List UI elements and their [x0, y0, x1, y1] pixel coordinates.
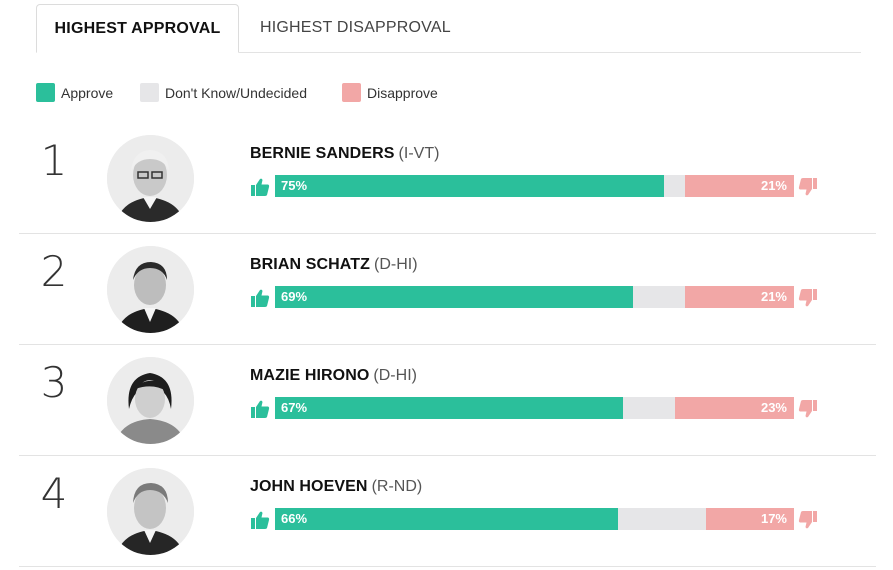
- approval-bar: 69% 21%: [275, 286, 794, 308]
- disapprove-swatch: [342, 83, 361, 102]
- avatar: [107, 357, 194, 444]
- senator-party: (R-ND): [371, 478, 423, 495]
- disapprove-segment: 21%: [685, 286, 794, 308]
- disapprove-percent: 23%: [760, 400, 787, 415]
- senator-row: 2 BRIAN SCHATZ (D-HI) 69% 21%: [19, 233, 876, 345]
- legend-label: Don't Know/Undecided: [165, 85, 307, 101]
- legend-label: Disapprove: [367, 85, 438, 101]
- rank-number: 1: [40, 136, 68, 185]
- approve-segment: 67%: [275, 397, 623, 419]
- senator-name: JOHN HOEVEN: [250, 478, 368, 495]
- senator-party: (D-HI): [374, 256, 418, 273]
- disapprove-percent: 17%: [760, 511, 787, 526]
- rank-number: 4: [40, 469, 68, 518]
- avatar: [107, 246, 194, 333]
- tab-highest-approval[interactable]: HIGHEST APPROVAL: [36, 4, 239, 53]
- thumbs-up-icon: [250, 510, 270, 530]
- senator-name: BRIAN SCHATZ: [250, 256, 371, 273]
- disapprove-segment: 23%: [674, 397, 794, 419]
- senator-row: 4 JOHN HOEVEN (R-ND) 66% 17%: [19, 455, 876, 567]
- disapprove-segment: 21%: [685, 175, 794, 197]
- avatar: [107, 468, 194, 555]
- approve-percent: 75%: [281, 178, 308, 193]
- approval-bar: 75% 21%: [275, 175, 794, 197]
- approve-percent: 69%: [281, 289, 308, 304]
- thumbs-down-icon: [798, 177, 818, 197]
- approve-segment: 75%: [275, 175, 665, 197]
- thumbs-up-icon: [250, 399, 270, 419]
- senator-name-line: BRIAN SCHATZ (D-HI): [250, 256, 418, 274]
- senator-name-line: MAZIE HIRONO (D-HI): [250, 367, 417, 385]
- disapprove-percent: 21%: [760, 178, 787, 193]
- rank-number: 3: [40, 358, 68, 407]
- legend-label: Approve: [61, 85, 114, 101]
- approve-percent: 67%: [281, 400, 308, 415]
- thumbs-up-icon: [250, 177, 270, 197]
- approve-segment: 69%: [275, 286, 634, 308]
- senator-name: MAZIE HIRONO: [250, 367, 370, 384]
- thumbs-down-icon: [798, 288, 818, 308]
- senator-name: BERNIE SANDERS: [250, 145, 395, 162]
- disapprove-percent: 21%: [760, 289, 787, 304]
- thumbs-down-icon: [798, 510, 818, 530]
- avatar: [107, 135, 194, 222]
- senator-row: 3 MAZIE HIRONO (D-HI) 67% 23%: [19, 344, 876, 456]
- approve-segment: 66%: [275, 508, 618, 530]
- approve-swatch: [36, 83, 55, 102]
- senator-name-line: BERNIE SANDERS (I-VT): [250, 145, 439, 163]
- thumbs-down-icon: [798, 399, 818, 419]
- thumbs-up-icon: [250, 288, 270, 308]
- senator-row: 1 BERNIE SANDERS (I-VT) 75% 21%: [19, 122, 876, 234]
- tab-highest-disapproval[interactable]: HIGHEST DISAPPROVAL: [260, 19, 451, 36]
- senator-party: (D-HI): [373, 367, 417, 384]
- approve-percent: 66%: [281, 511, 308, 526]
- senator-party: (I-VT): [398, 145, 440, 162]
- undecided-swatch: [140, 83, 159, 102]
- senator-name-line: JOHN HOEVEN (R-ND): [250, 478, 422, 496]
- approval-bar: 66% 17%: [275, 508, 794, 530]
- tab-bar: HIGHEST APPROVAL HIGHEST DISAPPROVAL: [36, 4, 861, 53]
- disapprove-segment: 17%: [705, 508, 794, 530]
- approval-bar: 67% 23%: [275, 397, 794, 419]
- rank-number: 2: [40, 247, 68, 296]
